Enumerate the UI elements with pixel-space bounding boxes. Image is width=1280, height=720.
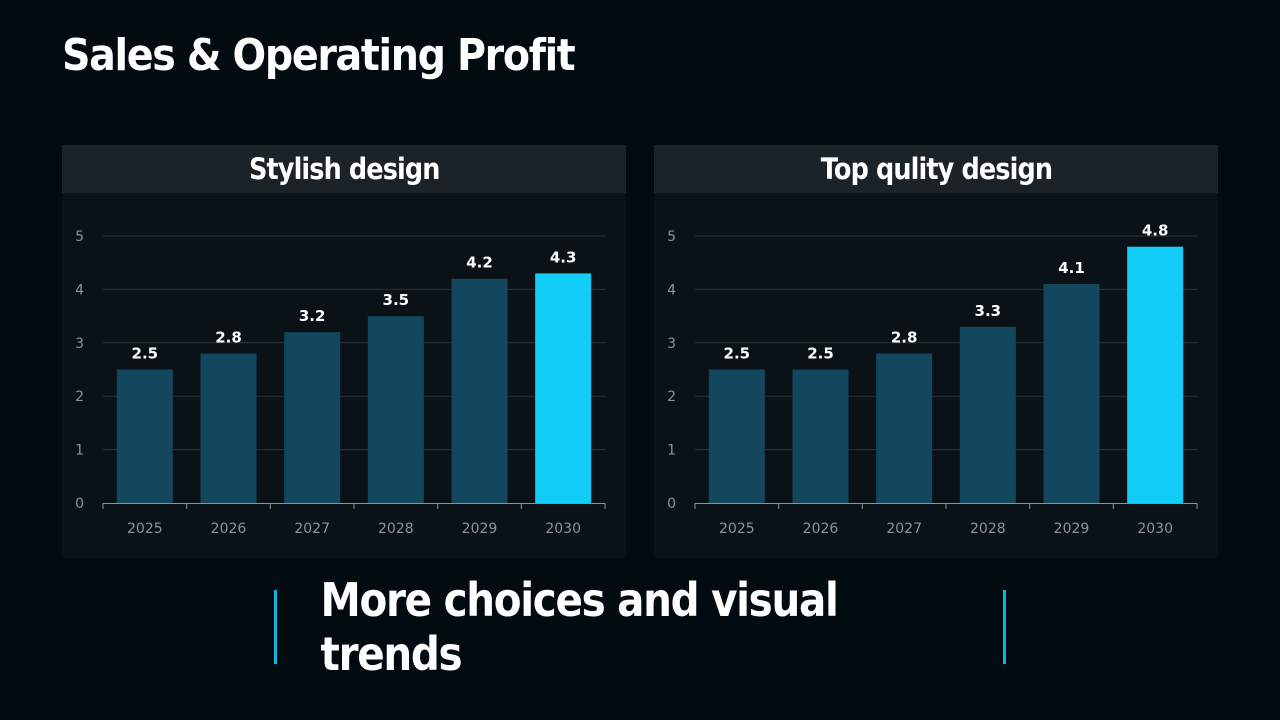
y-tick-label: 2 [75,389,84,405]
bar [876,353,933,503]
y-tick-label: 2 [667,389,676,405]
data-label: 3.5 [383,291,410,309]
bar [1043,284,1100,503]
bar-chart-1: 0 1 2 3 4 5 2.5 2025 2.8 2026 3.2 2027 3.5 2028 4.2 202… [75,229,606,537]
page-title: Sales & Operating Profit [62,30,576,81]
bar [535,273,592,503]
bar [708,369,765,503]
x-tick-label: 2027 [294,521,330,537]
bar [367,316,424,503]
y-tick-label: 4 [667,282,676,298]
x-tick-label: 2030 [1137,521,1173,537]
bar-chart-2: 0 1 2 3 4 5 2.5 2025 2.5 2026 2.8 2027 3.3 2028 4.1 202… [667,222,1198,537]
y-tick-label: 1 [75,443,84,459]
y-tick-label: 1 [667,443,676,459]
x-tick-label: 2025 [127,521,163,537]
data-label: 3.2 [299,307,326,325]
data-label: 2.8 [215,328,242,346]
chart-title: Top qulity design [654,145,1218,193]
bar [200,353,257,503]
data-label: 2.5 [724,345,751,363]
data-label: 4.8 [1142,222,1169,240]
data-label: 4.3 [550,248,577,266]
x-tick-label: 2030 [545,521,581,537]
x-tick-label: 2028 [378,521,414,537]
bar [1127,246,1184,503]
y-tick-label: 0 [75,496,84,512]
bar [959,326,1016,503]
x-tick-label: 2028 [970,521,1006,537]
bar [116,369,173,503]
data-label: 4.1 [1058,259,1085,277]
x-tick-label: 2027 [886,521,922,537]
y-tick-label: 0 [667,496,676,512]
chart-title: Stylish design [62,145,626,193]
y-tick-label: 3 [667,336,676,352]
chart-panel-2: Top qulity design 0 1 2 3 4 5 2.5 2025 2.5 2026 2.… [654,145,1218,558]
data-label: 4.2 [466,254,493,272]
data-label: 2.5 [807,345,834,363]
bar [284,332,341,503]
y-tick-label: 4 [75,282,84,298]
bar [792,369,849,503]
data-label: 3.3 [975,302,1002,320]
chart-panel-1: Stylish design 0 1 2 3 4 5 2.5 2025 2.8 2026 3.2 20… [62,145,626,558]
footer-text: More choices and visual trends [320,573,839,681]
y-tick-label: 3 [75,336,84,352]
x-tick-label: 2025 [719,521,755,537]
x-tick-label: 2029 [1054,521,1090,537]
y-tick-label: 5 [667,229,676,245]
data-label: 2.8 [891,328,918,346]
x-tick-label: 2026 [211,521,247,537]
y-tick-label: 5 [75,229,84,245]
data-label: 2.5 [132,345,159,363]
x-tick-label: 2029 [462,521,498,537]
footer-banner: More choices and visual trends [274,573,1006,681]
x-tick-label: 2026 [803,521,839,537]
bar [451,278,508,503]
